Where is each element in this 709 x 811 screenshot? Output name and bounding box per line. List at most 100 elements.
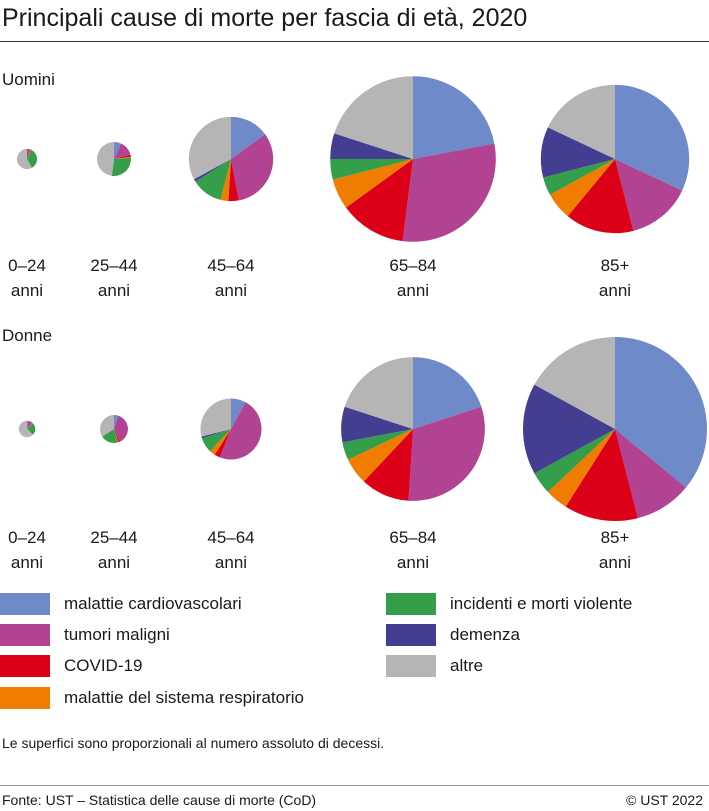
pie-slice-donne-3-5 <box>341 406 413 443</box>
copyright: © UST 2022 <box>626 792 703 808</box>
age-label: 85+ <box>600 256 630 275</box>
legend-item: COVID-19 <box>0 655 142 677</box>
age-label: anni <box>598 553 632 572</box>
pie-slice-uomini-2-3 <box>220 159 231 202</box>
legend-item: malattie cardiovascolari <box>0 593 242 615</box>
pie-slice-uomini-2-4 <box>195 159 231 200</box>
age-label: 45–64 <box>207 256 255 275</box>
pie-slice-donne-0-2 <box>27 422 33 429</box>
legend-item: incidenti e morti violente <box>386 593 632 615</box>
pie-slice-donne-2-4 <box>201 429 231 452</box>
pie-slice-uomini-3-4 <box>330 159 413 180</box>
pie-slice-donne-1-2 <box>114 429 120 443</box>
legend-swatch <box>386 593 436 615</box>
legend-item: malattie del sistema respiratorio <box>0 687 304 709</box>
legend-label: tumori maligni <box>64 625 170 644</box>
legend-swatch <box>0 624 50 646</box>
pie-slice-donne-1-0 <box>114 415 119 429</box>
pie-slice-donne-0-0 <box>27 420 29 429</box>
pie-slice-uomini-0-6 <box>16 148 32 170</box>
legend-item: tumori maligni <box>0 624 170 646</box>
pie-slice-donne-3-1 <box>408 406 485 501</box>
pie-slice-uomini-4-5 <box>540 127 615 178</box>
legend-swatch <box>0 593 50 615</box>
pie-slice-donne-4-6 <box>534 337 615 429</box>
pie-slice-donne-1-3 <box>114 429 119 443</box>
pie-slice-donne-2-5 <box>201 429 231 439</box>
legend-swatch <box>0 655 50 677</box>
pie-slice-uomini-4-4 <box>543 159 615 195</box>
pie-slice-uomini-4-0 <box>615 84 690 191</box>
age-label: 25–44 <box>90 528 138 547</box>
age-label: 0–24 <box>8 528 46 547</box>
pie-slice-donne-2-6 <box>200 398 231 437</box>
pie-slice-uomini-1-4 <box>111 157 131 176</box>
pie-slice-donne-4-4 <box>534 429 615 492</box>
age-label: 65–84 <box>389 528 437 547</box>
age-label: anni <box>10 281 44 300</box>
source: Fonte: UST – Statistica delle cause di m… <box>2 792 317 808</box>
pie-slice-donne-3-6 <box>344 357 413 429</box>
pie-slice-donne-2-0 <box>231 398 246 429</box>
pie-slice-donne-2-1 <box>219 402 262 460</box>
pie-slice-uomini-4-6 <box>547 84 615 159</box>
pie-slice-donne-1-1 <box>114 415 128 442</box>
pie-slice-donne-4-1 <box>615 429 686 519</box>
group-label-uomini: Uomini <box>2 70 55 89</box>
pie-slice-uomini-3-1 <box>402 143 496 242</box>
pie-slice-uomini-3-5 <box>330 133 413 159</box>
age-label: anni <box>396 281 430 300</box>
pie-slice-donne-0-1 <box>27 420 32 429</box>
pie-slice-donne-2-3 <box>210 429 231 455</box>
footnote: Le superfici sono proporzionali al numer… <box>2 735 385 751</box>
pie-slice-uomini-0-4 <box>27 149 38 168</box>
pie-slice-donne-3-2 <box>363 429 413 501</box>
legend-label: malattie cardiovascolari <box>64 594 242 613</box>
legend-item: demenza <box>386 624 520 646</box>
pie-slice-donne-4-2 <box>565 429 638 521</box>
pie-slice-uomini-0-1 <box>27 148 31 159</box>
legend-label: COVID-19 <box>64 656 143 675</box>
footer-rule <box>0 785 709 786</box>
legend-item: altre <box>386 655 483 677</box>
age-label: 25–44 <box>90 256 138 275</box>
age-label: anni <box>214 553 248 572</box>
age-label: 85+ <box>600 528 630 547</box>
legend-label: altre <box>450 656 484 675</box>
pie-slice-donne-0-3 <box>27 422 33 429</box>
pie-slice-uomini-2-1 <box>231 134 274 201</box>
pie-slice-donne-1-6 <box>100 415 114 437</box>
pie-slice-donne-1-4 <box>102 429 118 443</box>
legend-label: incidenti e morti violente <box>450 594 633 613</box>
pie-slice-uomini-3-0 <box>413 76 495 159</box>
pie-slice-uomini-2-2 <box>228 159 239 202</box>
pie-slice-donne-3-0 <box>413 357 482 429</box>
pie-slice-donne-3-4 <box>342 429 413 460</box>
pie-slice-uomini-4-2 <box>567 159 634 234</box>
legend-swatch <box>0 687 50 709</box>
pie-slice-uomini-0-3 <box>27 149 32 159</box>
legend-label: demenza <box>450 625 520 644</box>
pie-slice-donne-4-0 <box>615 337 708 488</box>
pie-slice-uomini-1-3 <box>114 156 131 159</box>
age-label: 65–84 <box>389 256 437 275</box>
title-rule <box>0 41 709 42</box>
chart-title: Principali cause di morte per fascia di … <box>2 4 528 32</box>
pie-slice-donne-4-3 <box>547 429 615 507</box>
age-label: 45–64 <box>207 528 255 547</box>
pie-slice-donne-2-2 <box>214 429 231 458</box>
legend-swatch <box>386 655 436 677</box>
pie-slice-donne-3-3 <box>347 429 413 482</box>
pie-slice-uomini-3-3 <box>332 159 413 208</box>
age-label: anni <box>598 281 632 300</box>
pie-slice-uomini-1-0 <box>114 142 122 159</box>
pie-slice-uomini-1-2 <box>114 154 131 159</box>
pie-slice-donne-4-5 <box>523 384 615 474</box>
pie-slice-uomini-3-2 <box>346 159 413 242</box>
age-label: anni <box>10 553 44 572</box>
legend-label: malattie del sistema respiratorio <box>64 688 304 707</box>
legend-swatch <box>386 624 436 646</box>
pie-slice-uomini-2-0 <box>231 116 266 159</box>
